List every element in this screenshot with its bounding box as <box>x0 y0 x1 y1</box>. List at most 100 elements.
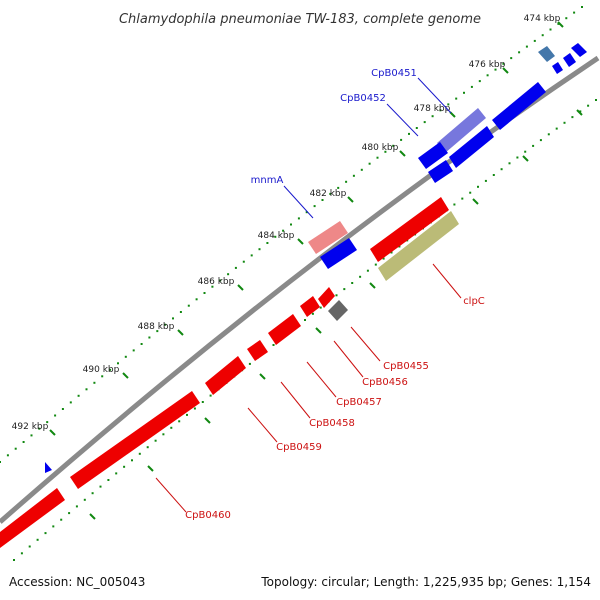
guide-dot <box>162 433 165 436</box>
gene-feature[interactable] <box>45 462 52 473</box>
genome-summary-text: Topology: circular; Length: 1,225,935 bp… <box>260 575 591 589</box>
guide-dot <box>14 447 17 450</box>
guide-dot <box>156 330 159 333</box>
guide-dot <box>549 28 552 31</box>
gene-label-CpB0457[interactable]: CpB0457 <box>336 397 382 408</box>
guide-dot <box>304 319 306 321</box>
guide-dot <box>258 248 261 251</box>
tick-mark <box>369 282 376 289</box>
gene-feature-mnmA[interactable] <box>308 221 348 254</box>
tick-mark <box>399 150 406 157</box>
guide-dot <box>376 156 379 159</box>
guide-dot <box>170 426 173 429</box>
gene-label-clpC[interactable]: clpC <box>463 296 485 307</box>
guide-dot <box>209 394 212 397</box>
guide-dot <box>164 323 167 326</box>
guide-dot <box>266 242 269 244</box>
gene-feature-CpB0456[interactable] <box>300 296 320 317</box>
gene-feature-CpB0452[interactable] <box>418 142 448 169</box>
gene-feature[interactable] <box>370 197 449 262</box>
gene-feature[interactable] <box>320 238 357 269</box>
guide-dot <box>172 317 174 320</box>
guide-dot <box>30 434 33 437</box>
guide-dot <box>211 285 214 288</box>
guide-dot <box>154 439 157 442</box>
gene-feature[interactable] <box>552 62 563 74</box>
guide-dot <box>138 452 141 455</box>
guide-dot <box>470 85 473 88</box>
guide-dot <box>99 485 102 488</box>
guide-dot <box>360 168 363 171</box>
gene-label-CpB0452[interactable]: CpB0452 <box>340 93 386 104</box>
guide-dot <box>234 266 237 269</box>
guide-dot <box>494 68 497 71</box>
guide-dot <box>91 492 94 495</box>
gene-feature[interactable] <box>563 53 576 67</box>
gene-feature[interactable] <box>538 46 555 62</box>
guide-dot <box>117 362 119 365</box>
gene-feature-CpB0451[interactable] <box>437 108 486 153</box>
gene-feature[interactable] <box>0 488 65 548</box>
gene-feature-CpB0455[interactable] <box>328 300 348 321</box>
guide-dot <box>508 162 511 165</box>
gene-label-mnmA[interactable]: mnmA <box>251 175 284 186</box>
guide-dot <box>571 116 574 119</box>
guide-dot <box>500 168 503 171</box>
guide-dot <box>469 191 472 194</box>
tick-mark <box>259 373 266 380</box>
guide-dot <box>203 292 206 294</box>
gene-feature-CpB0457[interactable] <box>268 314 301 345</box>
guide-dot <box>329 192 332 195</box>
tick-mark <box>204 417 211 424</box>
guide-dot <box>502 62 505 65</box>
tick-mark <box>297 238 304 245</box>
gene-feature-clpC[interactable] <box>378 211 459 281</box>
tick-label: 474 kbp <box>524 14 561 24</box>
gene-label-CpB0455[interactable]: CpB0455 <box>383 361 429 372</box>
gene-label-CpB0460[interactable]: CpB0460 <box>185 510 231 521</box>
gene-feature[interactable] <box>492 82 546 130</box>
guide-dot <box>46 421 49 424</box>
guide-dot <box>77 394 80 397</box>
gene-label-CpB0458[interactable]: CpB0458 <box>309 418 355 429</box>
guide-dot <box>132 349 135 352</box>
gene-feature-CpB0460[interactable] <box>70 391 200 489</box>
guide-dot <box>297 217 300 220</box>
gene-feature[interactable] <box>318 287 335 308</box>
tick-mark <box>49 429 56 436</box>
guide-dot <box>557 22 560 25</box>
guide-dot <box>431 115 434 118</box>
guide-dot <box>274 235 277 238</box>
guide-dot <box>532 144 535 147</box>
guide-dot <box>415 127 418 129</box>
tick-label: 488 kbp <box>138 322 175 332</box>
leader-CpB0455 <box>350 326 381 362</box>
guide-dot <box>533 39 536 42</box>
gene-feature[interactable] <box>449 126 494 168</box>
gene-label-CpB0456[interactable]: CpB0456 <box>362 377 408 388</box>
tick-mark <box>237 284 244 291</box>
guide-dot <box>453 203 456 206</box>
guide-dot <box>525 45 528 48</box>
guide-dot <box>201 401 204 403</box>
guide-dot <box>547 133 550 136</box>
guide-dot <box>581 6 583 8</box>
gene-feature[interactable] <box>571 43 587 57</box>
gene-label-CpB0459[interactable]: CpB0459 <box>276 442 322 453</box>
guide-dot <box>423 121 426 124</box>
gene-feature-CpB0458[interactable] <box>247 340 268 361</box>
outer-track-guide <box>0 6 583 463</box>
position-ticks: 474 kbp 476 kbp 478 kbp 480 kbp 482 kbp 484 k… <box>12 14 583 520</box>
guide-dot <box>313 205 316 208</box>
gene-label-CpB0451[interactable]: CpB0451 <box>371 68 417 79</box>
gene-feature[interactable] <box>428 160 453 183</box>
guide-dot <box>455 97 458 100</box>
guide-dot <box>541 34 544 37</box>
gene-feature-CpB0459[interactable] <box>205 356 246 395</box>
tick-mark <box>122 372 129 379</box>
tick-label: 492 kbp <box>12 422 49 432</box>
guide-dot <box>61 408 64 410</box>
tick-label: 486 kbp <box>198 277 235 287</box>
tick-mark <box>576 109 583 116</box>
guide-dot <box>44 532 47 535</box>
